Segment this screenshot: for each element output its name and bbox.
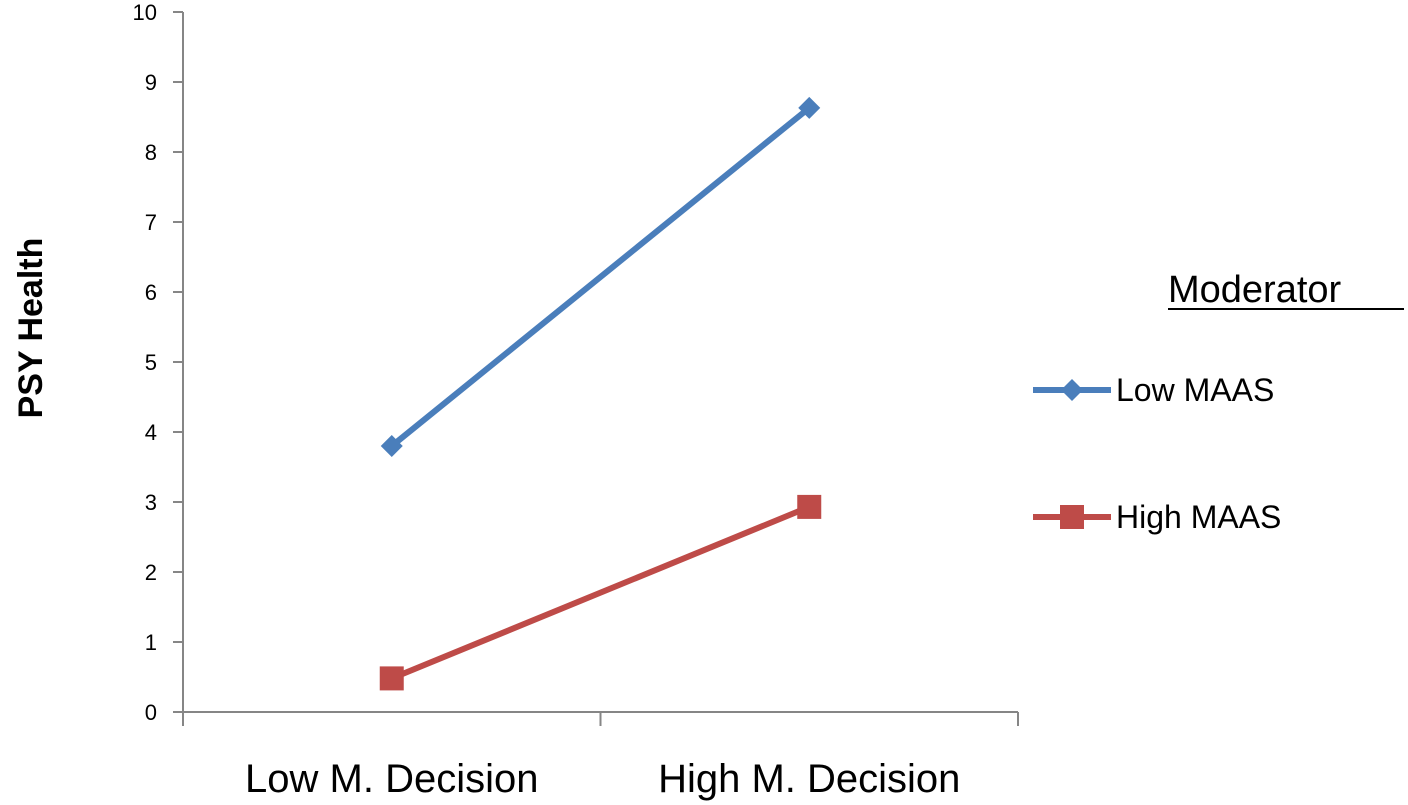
y-tick-label: 5 — [145, 350, 157, 375]
y-tick-label: 7 — [145, 210, 157, 235]
y-tick-label: 2 — [145, 560, 157, 585]
y-ticks: 0 1 2 3 4 5 6 7 8 9 10 — [133, 0, 183, 725]
x-tick-label: High M. Decision — [658, 757, 960, 801]
y-tick-label: 6 — [145, 280, 157, 305]
y-tick-label: 10 — [133, 0, 157, 25]
legend-marker — [1061, 379, 1083, 401]
data-point — [379, 666, 404, 691]
y-tick-label: 9 — [145, 70, 157, 95]
legend-label: High MAAS — [1116, 499, 1281, 535]
y-tick-label: 8 — [145, 140, 157, 165]
legend-items: Low MAAS High MAAS — [1033, 372, 1281, 535]
axes — [182, 12, 1018, 713]
data-point — [798, 96, 821, 119]
x-tick-label: Low M. Decision — [245, 757, 538, 801]
legend-title: Moderator — [1168, 269, 1342, 311]
legend-label: Low MAAS — [1116, 372, 1274, 408]
legend-marker — [1060, 505, 1084, 529]
legend: Moderator Low MAAS High MAAS — [1033, 269, 1404, 535]
legend-item: Low MAAS — [1033, 372, 1274, 408]
data-point — [380, 435, 403, 457]
y-tick-label: 0 — [145, 700, 157, 725]
series-line — [388, 104, 813, 449]
data-point — [797, 494, 822, 519]
legend-item: High MAAS — [1033, 499, 1281, 535]
series-high-maas — [379, 494, 822, 691]
y-axis-label: PSY Health — [12, 238, 50, 419]
y-tick-label: 3 — [145, 490, 157, 515]
series-group — [379, 96, 822, 691]
series-line — [388, 503, 813, 682]
series-low-maas — [380, 96, 821, 457]
y-tick-label: 1 — [145, 630, 157, 655]
y-tick-label: 4 — [145, 420, 157, 445]
x-ticks: Low M. Decision High M. Decision — [182, 712, 1019, 801]
